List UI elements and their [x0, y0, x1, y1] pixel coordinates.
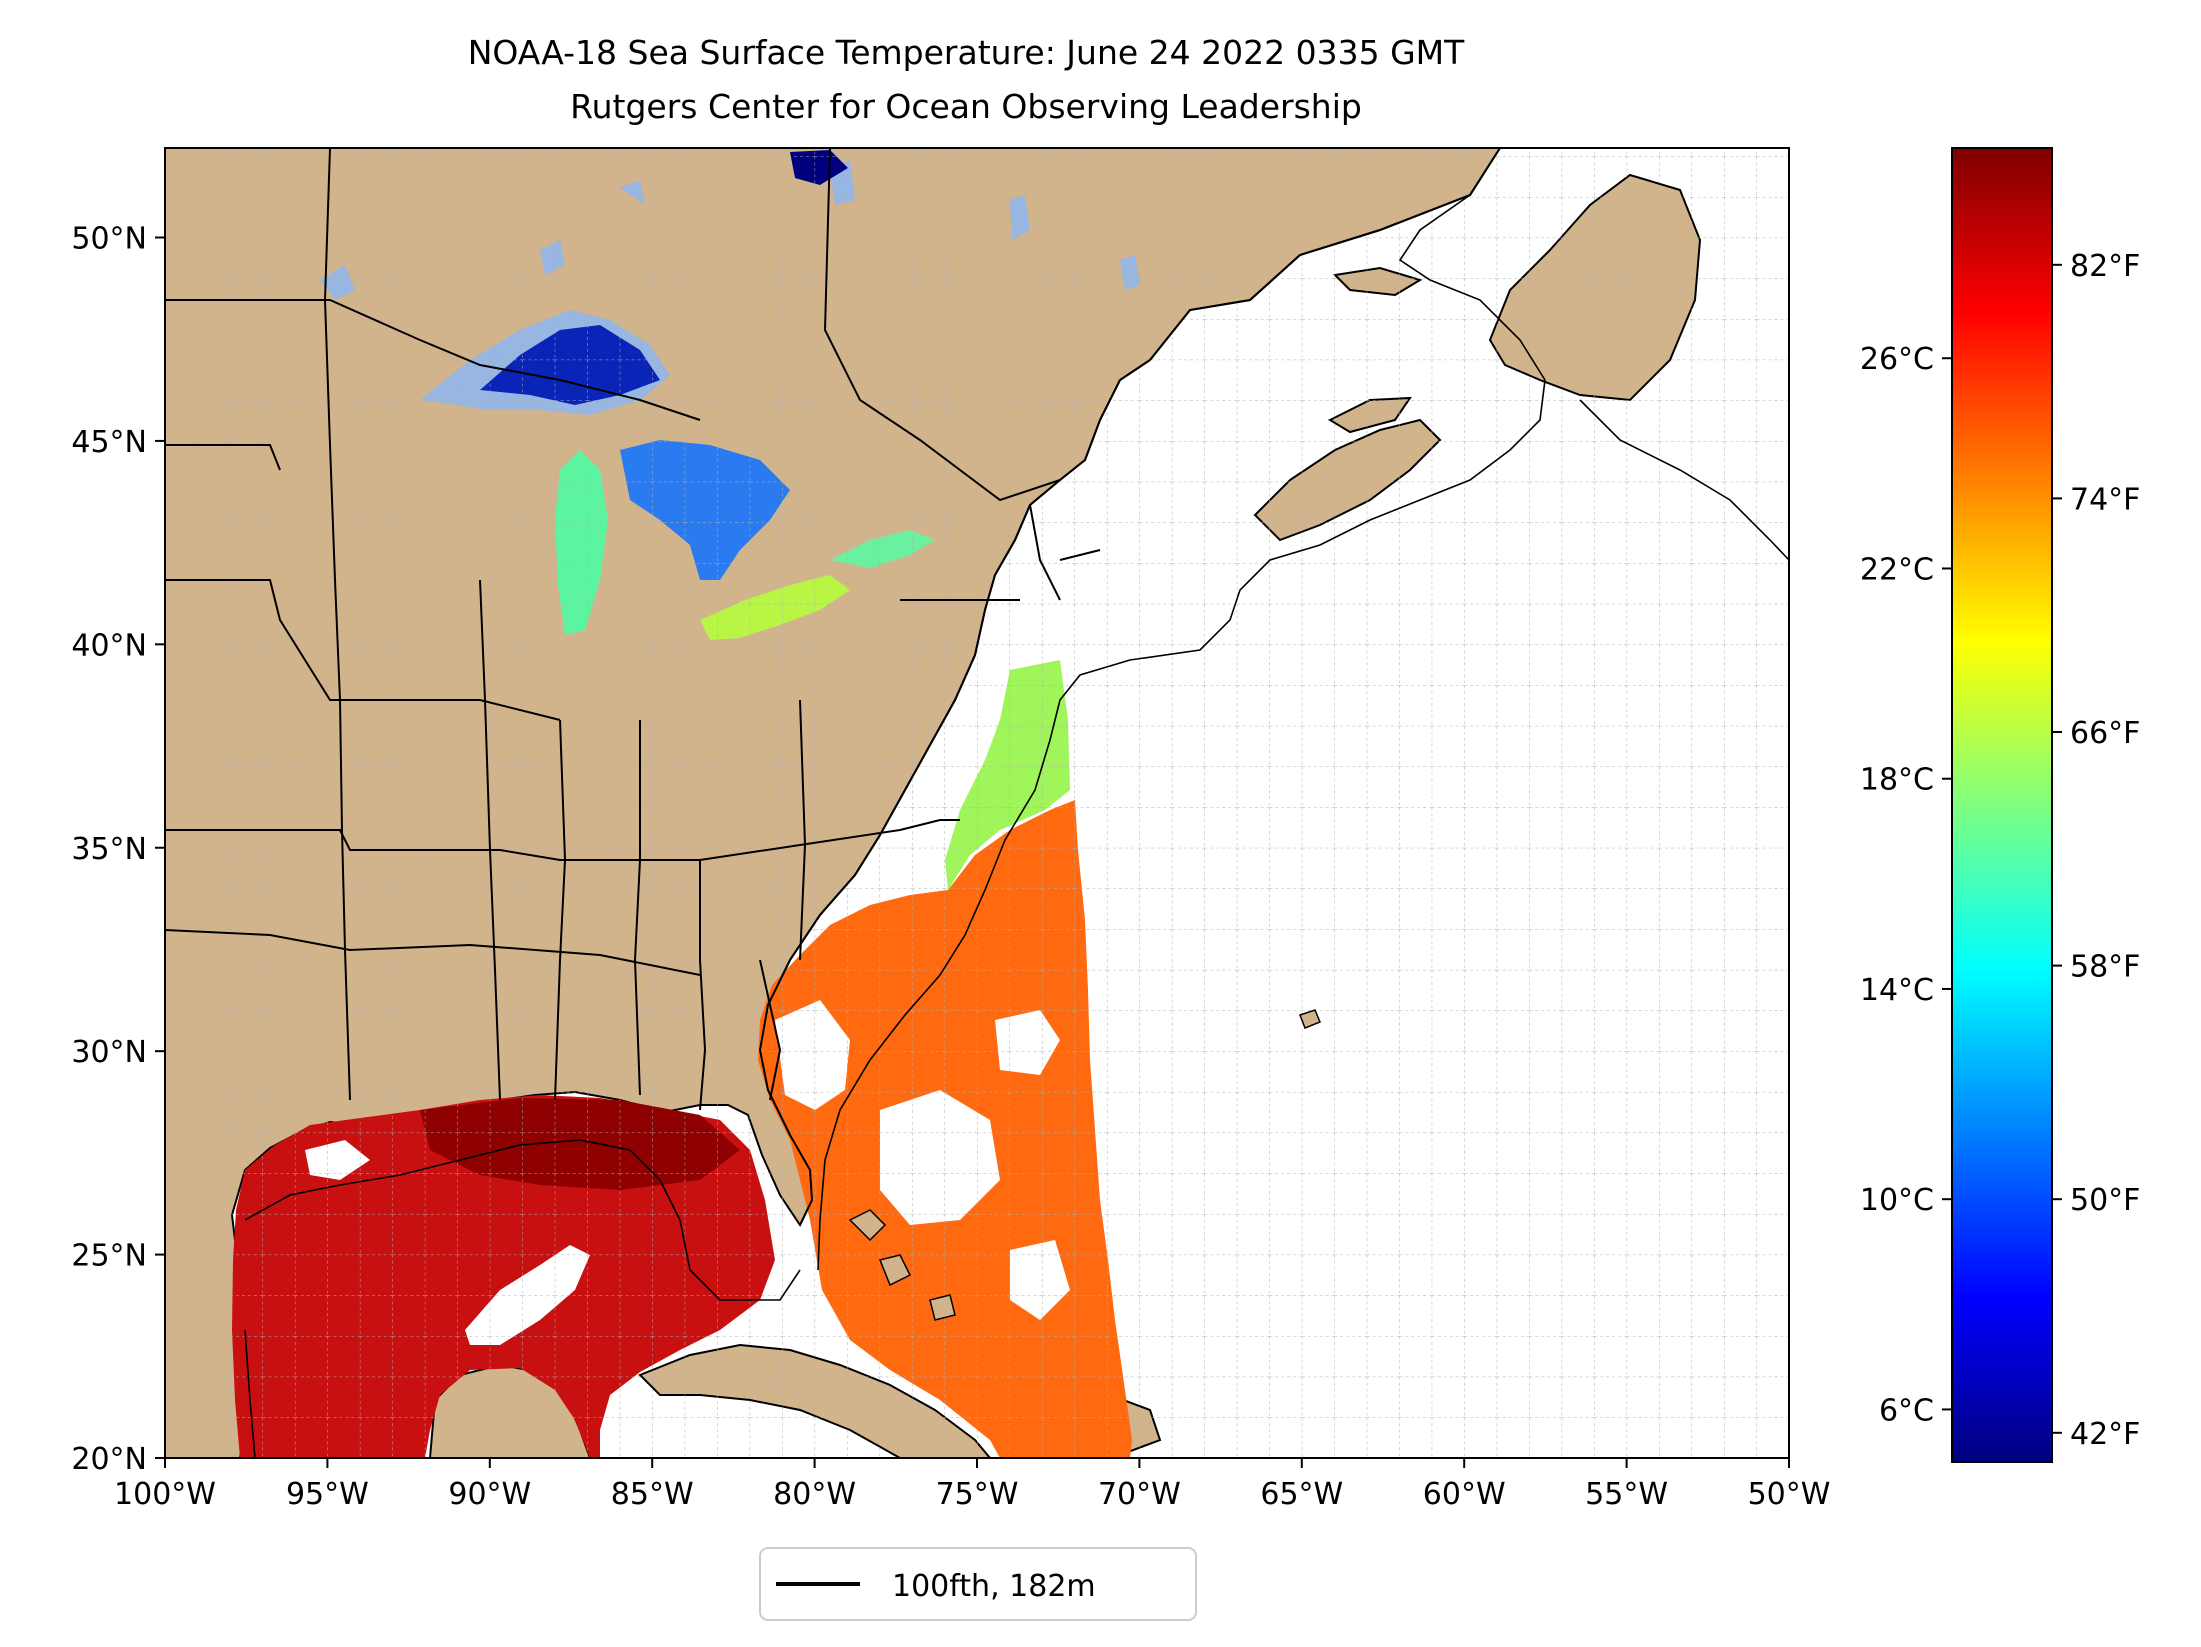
latitude-axis: 20°N 25°N 30°N 35°N 40°N 45°N 50°N [71, 222, 165, 1477]
y-tick-label: 40°N [71, 628, 147, 663]
colorbar-celsius-ticks: 6°C 10°C 14°C 18°C 22°C 26°C [1860, 342, 1952, 1428]
map-panel [165, 148, 1789, 1458]
celsius-tick-label: 26°C [1860, 342, 1934, 377]
map-subtitle: Rutgers Center for Ocean Observing Leade… [570, 87, 1362, 126]
fahrenheit-tick-label: 66°F [2070, 716, 2140, 751]
celsius-tick-label: 18°C [1860, 763, 1934, 798]
fahrenheit-tick-label: 42°F [2070, 1417, 2140, 1452]
legend-label: 100fth, 182m [892, 1569, 1096, 1604]
legend-box [759, 1547, 1197, 1621]
x-tick-label: 100°W [114, 1477, 216, 1512]
x-tick-label: 65°W [1260, 1477, 1343, 1512]
x-tick-label: 70°W [1098, 1477, 1181, 1512]
celsius-tick-label: 22°C [1860, 552, 1934, 587]
y-tick-label: 20°N [71, 1442, 147, 1477]
x-tick-label: 75°W [936, 1477, 1019, 1512]
y-tick-label: 25°N [71, 1239, 147, 1274]
x-tick-label: 80°W [773, 1477, 856, 1512]
x-tick-label: 90°W [448, 1477, 531, 1512]
longitude-axis: 100°W 95°W 90°W 85°W 80°W 75°W 70°W 65°W 60°W 55°… [114, 1458, 1830, 1512]
y-tick-label: 35°N [71, 832, 147, 867]
colorbar-strip [1951, 147, 2053, 1463]
colorbar: 6°C 10°C 14°C 18°C 22°C 26°C 42°F 50°F 58°F 66°F… [1860, 147, 2140, 1463]
y-tick-label: 45°N [71, 425, 147, 460]
coastline [758, 148, 1501, 1226]
y-tick-label: 30°N [71, 1035, 147, 1070]
celsius-tick-label: 14°C [1860, 973, 1934, 1008]
x-tick-label: 55°W [1585, 1477, 1668, 1512]
fahrenheit-tick-label: 58°F [2070, 950, 2140, 985]
celsius-tick-label: 10°C [1860, 1183, 1934, 1218]
fahrenheit-tick-label: 82°F [2070, 249, 2140, 284]
isobath-100fth [244, 194, 1789, 1458]
y-tick-label: 50°N [71, 222, 147, 257]
political-borders [165, 148, 1101, 1111]
x-tick-label: 85°W [611, 1477, 694, 1512]
fahrenheit-tick-label: 50°F [2070, 1183, 2140, 1218]
x-tick-label: 95°W [286, 1477, 369, 1512]
fahrenheit-tick-label: 74°F [2070, 482, 2140, 517]
x-tick-label: 50°W [1748, 1477, 1831, 1512]
map-title: NOAA-18 Sea Surface Temperature: June 24… [468, 33, 1465, 72]
celsius-tick-label: 6°C [1879, 1393, 1934, 1428]
colorbar-fahrenheit-ticks: 42°F 50°F 58°F 66°F 74°F 82°F [2052, 249, 2140, 1452]
legend: 100fth, 182m [759, 1547, 1197, 1621]
bahamas-islands [848, 1009, 1321, 1321]
x-tick-label: 60°W [1423, 1477, 1506, 1512]
lat-lon-gridlines [165, 148, 1789, 1458]
